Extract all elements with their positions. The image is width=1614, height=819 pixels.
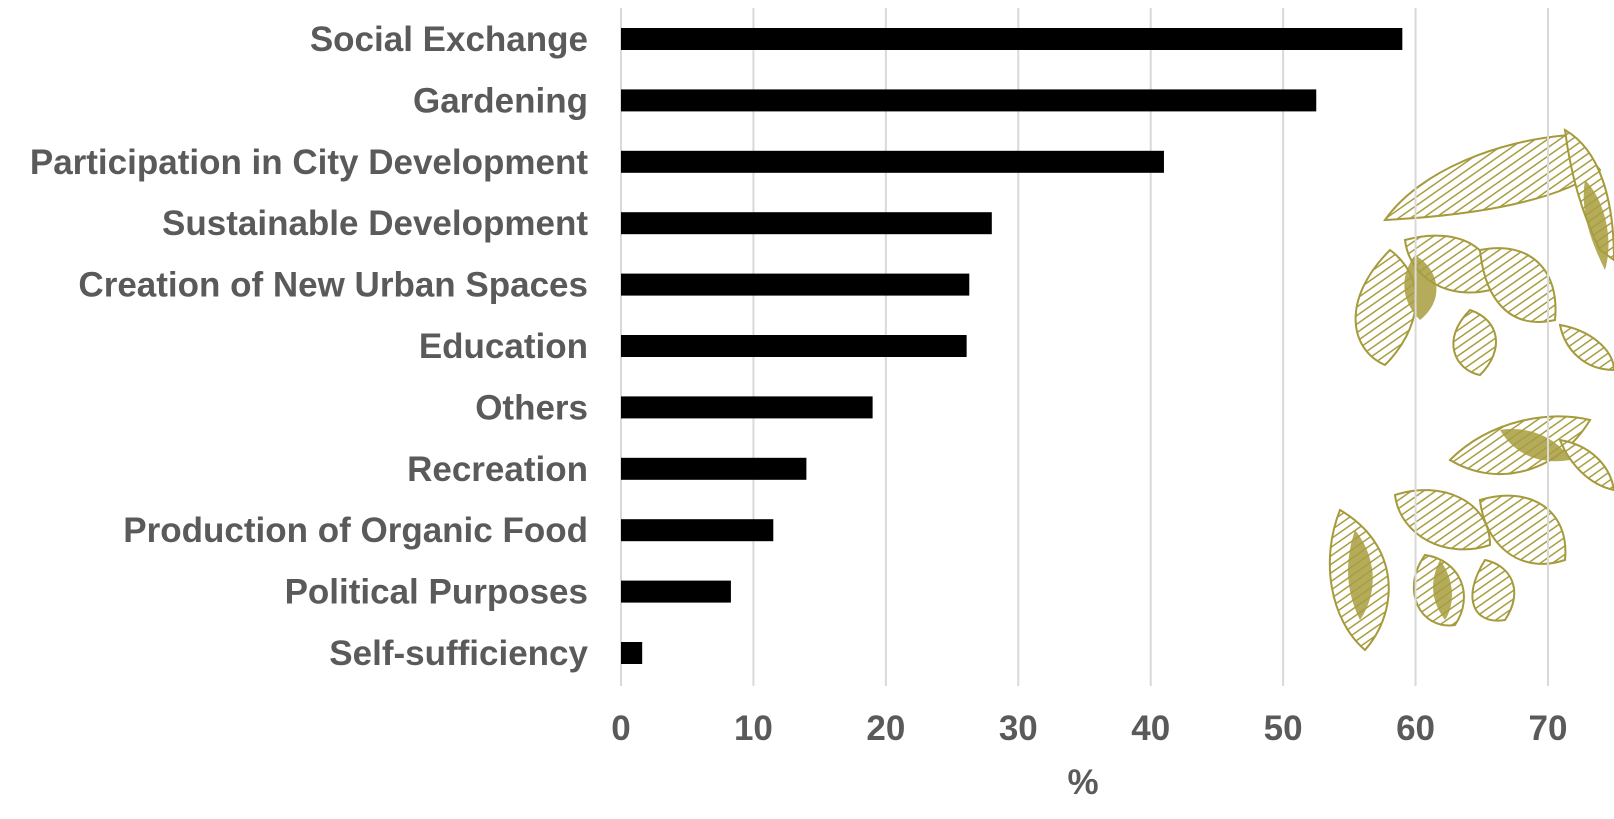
category-label: Gardening xyxy=(413,81,588,120)
x-tick-label: 0 xyxy=(611,709,630,748)
bar xyxy=(621,396,873,418)
bar xyxy=(621,89,1316,111)
x-tick-label: 50 xyxy=(1264,709,1303,748)
x-tick-label: 20 xyxy=(866,709,905,748)
bar xyxy=(621,335,967,357)
x-tick-label: 40 xyxy=(1131,709,1170,748)
bar xyxy=(621,151,1164,173)
category-labels: Social Exchange Gardening Participation in… xyxy=(30,20,589,673)
bar xyxy=(621,274,969,296)
category-label: Social Exchange xyxy=(310,20,588,59)
category-label: Recreation xyxy=(407,450,588,489)
category-label: Participation in City Development xyxy=(30,143,588,182)
bar xyxy=(621,642,642,664)
category-label: Political Purposes xyxy=(285,573,588,612)
bar xyxy=(621,458,806,480)
category-label: Self-sufficiency xyxy=(329,634,588,673)
category-label: Production of Organic Food xyxy=(123,511,588,550)
category-label: Education xyxy=(419,327,588,366)
bar xyxy=(621,28,1402,50)
x-tick-labels: 0 10 20 30 40 50 60 70 xyxy=(611,709,1567,748)
bars xyxy=(621,28,1402,664)
x-tick-label: 30 xyxy=(999,709,1038,748)
category-label: Others xyxy=(475,388,588,427)
leaf-illustration xyxy=(1330,130,1614,650)
x-tick-label: 70 xyxy=(1529,709,1568,748)
bar xyxy=(621,519,773,541)
bar xyxy=(621,581,731,603)
category-label: Creation of New Urban Spaces xyxy=(78,266,588,305)
x-tick-label: 60 xyxy=(1396,709,1435,748)
bar xyxy=(621,212,992,234)
x-tick-label: 10 xyxy=(734,709,773,748)
category-label: Sustainable Development xyxy=(162,204,588,243)
x-axis-title: % xyxy=(1067,763,1098,802)
